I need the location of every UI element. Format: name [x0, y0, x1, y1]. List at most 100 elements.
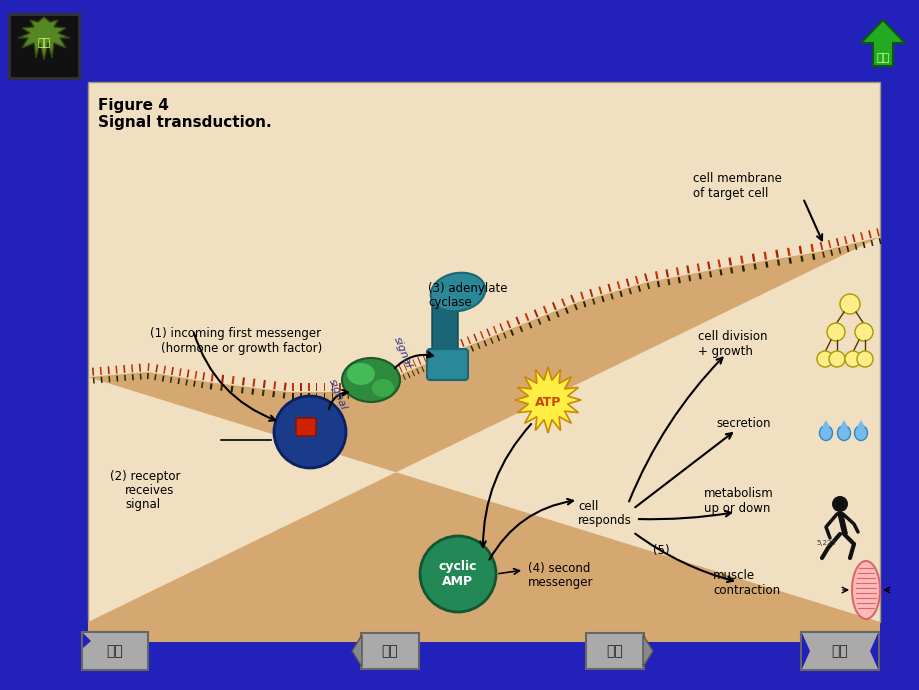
Polygon shape	[542, 306, 547, 314]
Polygon shape	[634, 276, 638, 284]
Polygon shape	[493, 326, 496, 334]
Polygon shape	[415, 368, 419, 375]
Circle shape	[816, 351, 832, 367]
Polygon shape	[393, 367, 398, 375]
Polygon shape	[741, 266, 744, 272]
Polygon shape	[384, 382, 387, 388]
Polygon shape	[232, 376, 234, 384]
Polygon shape	[537, 319, 541, 325]
Ellipse shape	[430, 273, 484, 311]
Polygon shape	[776, 259, 779, 266]
Text: (5): (5)	[652, 544, 669, 557]
Polygon shape	[389, 369, 393, 377]
Polygon shape	[857, 420, 864, 427]
Polygon shape	[377, 374, 380, 382]
Polygon shape	[786, 248, 789, 256]
Polygon shape	[515, 367, 581, 433]
Polygon shape	[845, 246, 848, 252]
Polygon shape	[193, 381, 196, 387]
Polygon shape	[194, 371, 197, 379]
Polygon shape	[357, 391, 359, 396]
Polygon shape	[589, 289, 593, 297]
Polygon shape	[625, 279, 630, 286]
Polygon shape	[729, 267, 732, 274]
Polygon shape	[643, 273, 647, 282]
Polygon shape	[417, 357, 421, 365]
Polygon shape	[177, 378, 180, 384]
Polygon shape	[403, 363, 407, 371]
Polygon shape	[800, 255, 803, 262]
Polygon shape	[524, 313, 528, 321]
Polygon shape	[675, 267, 678, 275]
Polygon shape	[210, 373, 213, 382]
Polygon shape	[366, 388, 369, 394]
Circle shape	[826, 323, 844, 341]
Polygon shape	[546, 315, 550, 322]
Polygon shape	[398, 365, 403, 373]
Polygon shape	[339, 383, 341, 391]
Polygon shape	[709, 271, 711, 277]
Polygon shape	[403, 374, 405, 380]
Polygon shape	[308, 393, 310, 399]
Ellipse shape	[854, 426, 867, 440]
Polygon shape	[466, 336, 471, 344]
Polygon shape	[352, 391, 355, 397]
Polygon shape	[592, 299, 595, 305]
Text: 5,225: 5,225	[815, 540, 834, 546]
Polygon shape	[108, 376, 110, 382]
Polygon shape	[88, 237, 879, 642]
Polygon shape	[331, 383, 333, 391]
Polygon shape	[646, 283, 650, 289]
Polygon shape	[100, 377, 103, 383]
Polygon shape	[580, 291, 584, 299]
Polygon shape	[349, 382, 352, 390]
Polygon shape	[443, 346, 447, 354]
Polygon shape	[407, 373, 410, 378]
Polygon shape	[810, 244, 813, 252]
Polygon shape	[573, 304, 577, 310]
Text: signal: signal	[125, 498, 160, 511]
Polygon shape	[425, 364, 429, 370]
Polygon shape	[763, 252, 766, 260]
Polygon shape	[827, 240, 831, 248]
Polygon shape	[696, 264, 699, 272]
Polygon shape	[788, 257, 791, 264]
Polygon shape	[496, 335, 500, 342]
Polygon shape	[801, 633, 809, 669]
Polygon shape	[861, 242, 865, 248]
Polygon shape	[835, 238, 838, 246]
Polygon shape	[654, 271, 658, 279]
Polygon shape	[470, 346, 473, 352]
Text: ATP: ATP	[534, 395, 561, 408]
Polygon shape	[453, 342, 458, 349]
Polygon shape	[431, 362, 435, 368]
Polygon shape	[583, 301, 585, 308]
Polygon shape	[448, 344, 452, 352]
Polygon shape	[490, 337, 493, 344]
Polygon shape	[860, 20, 904, 66]
Polygon shape	[323, 393, 325, 399]
FancyBboxPatch shape	[432, 300, 458, 359]
Polygon shape	[18, 17, 70, 60]
Polygon shape	[83, 633, 91, 648]
Polygon shape	[854, 244, 857, 250]
Polygon shape	[130, 364, 133, 373]
Text: metabolism
up or down: metabolism up or down	[703, 487, 773, 515]
Polygon shape	[363, 378, 366, 386]
Text: receives: receives	[125, 484, 175, 497]
Polygon shape	[412, 371, 414, 376]
Polygon shape	[607, 284, 611, 292]
Polygon shape	[686, 265, 689, 273]
Polygon shape	[370, 386, 373, 393]
Polygon shape	[163, 366, 166, 374]
Polygon shape	[139, 364, 141, 372]
Polygon shape	[178, 368, 182, 376]
FancyBboxPatch shape	[426, 349, 468, 380]
Polygon shape	[600, 296, 604, 302]
Polygon shape	[518, 326, 523, 332]
Polygon shape	[372, 375, 375, 384]
Polygon shape	[398, 376, 401, 382]
Polygon shape	[92, 368, 94, 375]
Polygon shape	[300, 383, 301, 391]
Text: messenger: messenger	[528, 576, 593, 589]
